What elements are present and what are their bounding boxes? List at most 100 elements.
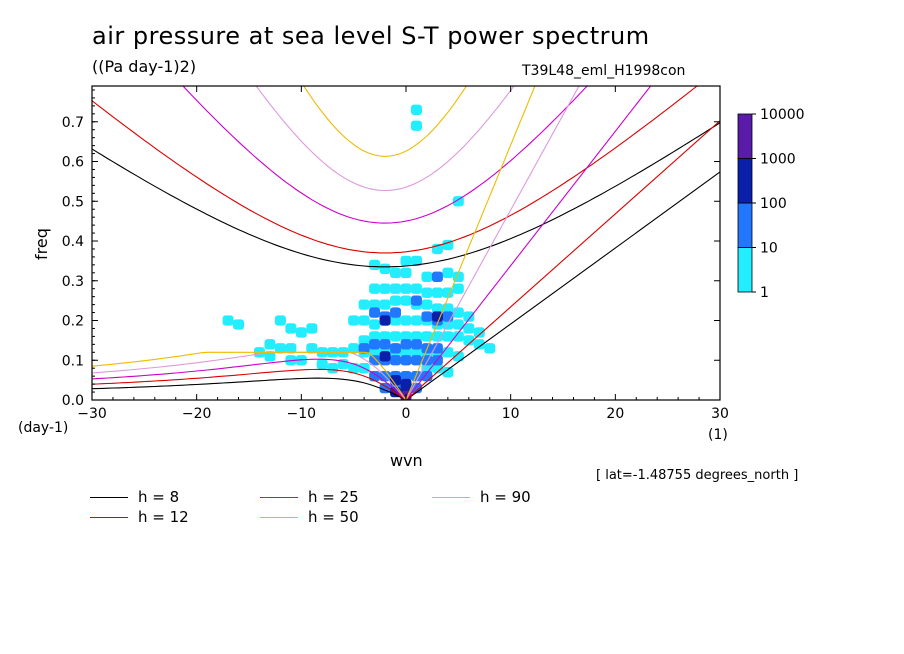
x-tick-label: 0 (402, 406, 411, 422)
ig-curve-h25 (182, 86, 588, 224)
spectrum-cell (410, 370, 422, 382)
spectrum-cell (390, 343, 402, 354)
spectrum-cell (379, 351, 391, 362)
spectrum-cell (233, 319, 245, 330)
spectrum-cell (484, 343, 496, 354)
spectrum-cell (379, 315, 391, 326)
spectrum-cell (452, 196, 464, 207)
colorbar-label: 10 (760, 241, 778, 257)
spectrum-cell (400, 315, 412, 326)
spectrum-cell (431, 287, 443, 298)
spectrum-cell (410, 347, 422, 358)
spectrum-cell (306, 323, 318, 334)
spectrum-cell (358, 315, 370, 326)
spectrum-cell (442, 331, 454, 342)
spectrum-cell (285, 343, 297, 354)
spectrum-cell (390, 315, 402, 326)
spectrum-cell (410, 120, 422, 131)
spectrum-cell (369, 259, 381, 271)
y-tick-label: 0.2 (62, 314, 84, 330)
spectrum-cell (264, 351, 276, 362)
spectrum-cell (431, 303, 443, 314)
spectrum-cell (379, 283, 391, 294)
spectrum-cell (379, 263, 391, 275)
y-tick-label: 0.1 (62, 353, 84, 369)
spectrum-cell (421, 331, 433, 342)
spectrum-cell (452, 319, 464, 330)
dispersion-curves (92, 86, 720, 400)
legend-label: h = 25 (308, 488, 359, 506)
spectrum-cell (274, 315, 286, 326)
spectrum-cell (410, 295, 422, 306)
spectrum-cell (390, 267, 402, 278)
chart-title: air pressure at sea level S-T power spec… (92, 22, 650, 50)
spectrum-cell (369, 283, 381, 294)
x-unit-label: (1) (708, 427, 728, 443)
spectrum-cell (473, 327, 485, 338)
spectrum-cell (285, 323, 297, 334)
legend-item-h25: h = 25 (260, 488, 359, 506)
y-tick-label: 0.7 (62, 115, 84, 131)
kelvin-line-h50 (405, 86, 580, 400)
spectrum-cell (421, 271, 433, 282)
x-tick-label: 10 (502, 406, 520, 422)
spectrum-cell (421, 311, 433, 322)
spectrum-cell (379, 331, 391, 342)
spectrum-cell (327, 363, 339, 374)
x-tick-label: −20 (182, 406, 212, 422)
spectrum-cell (348, 343, 360, 354)
legend-swatch (90, 516, 128, 518)
spectrum-cell (400, 378, 412, 390)
colorbar-label: 10000 (760, 107, 805, 123)
x-axis-label: wvn (390, 451, 423, 470)
run-id-label: T39L48_eml_H1998con (522, 63, 686, 79)
colorbar-label: 1000 (760, 152, 796, 168)
spectrum-cell (348, 315, 360, 326)
spectrum-cell (358, 299, 370, 310)
spectrum-cell (452, 283, 464, 294)
y-tick-label: 0.3 (62, 274, 84, 290)
spectrum-cell (390, 374, 402, 386)
spectrum-cell (379, 339, 391, 350)
spectrum-cell (463, 323, 475, 334)
latitude-note: [ lat=-1.48755 degrees_north ] (596, 468, 799, 483)
spectrum-cell (390, 331, 402, 342)
spectrum-cell (442, 267, 454, 278)
colorbar: 1 10 100 1000 10000 (737, 107, 805, 301)
axis-ticks: −30 −20 −10 0 10 20 30 0.0 0.1 0.2 0.3 0.4 0.5 0.6 0.7 (62, 86, 729, 422)
units-label: ((Pa day-1)2) (92, 57, 197, 76)
x-tick-label: −30 (77, 406, 107, 422)
spectrum-cell (400, 339, 412, 350)
rossby-curve-h50 (92, 351, 407, 400)
spectrum-cell (390, 283, 402, 294)
spectrum-cell (431, 311, 443, 322)
rossby-curve-h25 (92, 358, 407, 400)
spectrum-cell (410, 331, 422, 342)
y-tick-label: 0.6 (62, 155, 84, 171)
legend-label: h = 8 (138, 488, 180, 506)
spectrum-cell (421, 355, 433, 366)
kelvin-line-h25 (405, 86, 652, 400)
x-tick-label: 30 (711, 406, 729, 422)
spectrum-cell (463, 335, 475, 346)
spectrum-cell (390, 295, 402, 306)
rossby-curve-h8 (92, 377, 407, 400)
spectrum-cell (410, 104, 422, 116)
kelvin-line-h8 (405, 171, 720, 400)
y-unit-label: (day-1) (18, 420, 68, 436)
spectrum-cell (421, 299, 433, 310)
spectrum-cell (400, 370, 412, 382)
spectrum-cell (369, 355, 381, 366)
spectrum-cell (400, 355, 412, 366)
colorbar-swatch (737, 113, 753, 159)
spectrum-cell (473, 339, 485, 350)
kelvin-line-h90 (405, 86, 536, 400)
spectrum-cell (369, 307, 381, 318)
legend-label: h = 50 (308, 508, 359, 526)
legend-label: h = 90 (480, 488, 531, 506)
kelvin-line-h12 (405, 120, 720, 400)
ig-curve-h50 (255, 86, 515, 192)
spectrum-cell (442, 367, 454, 378)
y-tick-label: 0.4 (62, 234, 84, 250)
